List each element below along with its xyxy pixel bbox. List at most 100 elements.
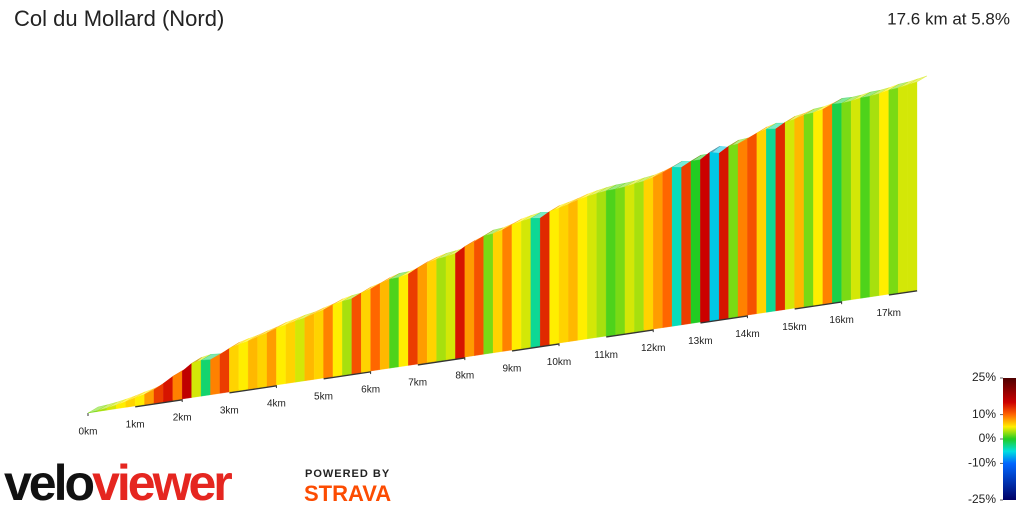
slice [558, 203, 569, 344]
slice [332, 301, 343, 377]
slice [408, 267, 418, 366]
slice [417, 262, 428, 365]
x-tick-label: 2km [173, 413, 192, 424]
slice [898, 84, 908, 293]
slice [596, 190, 607, 338]
slice [784, 119, 795, 310]
slice [266, 328, 277, 387]
powered-by: POWERED BY [305, 468, 390, 480]
slice [690, 159, 701, 324]
slice [841, 100, 852, 302]
slice [323, 304, 334, 379]
slice [200, 359, 211, 397]
slice [879, 89, 889, 296]
slice [756, 128, 767, 314]
slice [191, 360, 202, 398]
slice [766, 128, 776, 313]
colorbar-label: 25% [972, 370, 996, 384]
slice [587, 193, 597, 340]
slice [389, 277, 400, 369]
slice [822, 104, 833, 305]
slice [850, 97, 861, 300]
x-tick-label: 1km [126, 420, 145, 431]
x-tick-label: 10km [547, 357, 571, 368]
slice [653, 172, 663, 330]
slice [832, 103, 842, 303]
x-tick-label: 17km [877, 308, 901, 319]
slice [247, 336, 258, 390]
slice [747, 132, 758, 316]
x-tick-label: 14km [735, 329, 759, 340]
slice [426, 259, 437, 363]
slice [313, 309, 324, 380]
slice [257, 332, 268, 389]
slice [342, 298, 352, 376]
slice [709, 152, 720, 321]
slice [671, 167, 682, 327]
slice [492, 229, 503, 354]
chart-subtitle: 17.6 km at 5.8% [887, 9, 1010, 28]
colorbar-bar [1003, 378, 1016, 500]
colorbar: 25% 10% 0% -10% -25% [968, 370, 1016, 506]
slice [860, 96, 871, 299]
slice [455, 246, 465, 359]
chart-title: Col du Mollard (Nord) [14, 6, 224, 31]
slice [361, 288, 371, 373]
slice [888, 87, 899, 295]
logo-viewer: viewer [92, 455, 232, 511]
slice [530, 218, 541, 348]
x-tick-label: 8km [455, 371, 474, 382]
x-tick-label: 12km [641, 343, 665, 354]
slice [445, 253, 456, 361]
slice [370, 283, 381, 372]
slice [624, 183, 635, 334]
slice [634, 181, 644, 333]
slice [549, 207, 560, 345]
slice [172, 371, 183, 401]
slice [285, 320, 296, 384]
slice [605, 188, 616, 337]
x-tick-label: 7km [408, 378, 427, 389]
slice [728, 143, 739, 319]
slice [803, 112, 814, 307]
x-tick-label: 11km [594, 350, 618, 361]
slice [540, 211, 550, 347]
slice [813, 109, 823, 306]
slice [700, 151, 710, 323]
slice [521, 218, 531, 349]
slice [163, 376, 173, 402]
x-tick-label: 9km [502, 364, 521, 375]
slice [511, 221, 522, 351]
slice [643, 177, 654, 331]
slice [869, 93, 880, 298]
slice [483, 233, 494, 355]
slice [615, 186, 626, 335]
slice [276, 324, 286, 386]
slice [436, 256, 447, 362]
slice [379, 279, 390, 370]
slice [464, 241, 475, 358]
slice-top [907, 75, 928, 86]
colorbar-label: 10% [972, 407, 996, 421]
x-tick-label: 3km [220, 406, 239, 417]
slice [502, 224, 513, 352]
x-tick-label: 5km [314, 392, 333, 403]
slice [398, 273, 409, 368]
x-tick-label: 0km [79, 427, 98, 438]
slice [351, 292, 362, 375]
logo: veloviewer [4, 455, 232, 511]
strava-logo: STRAVA [304, 481, 391, 506]
x-tick-label: 16km [829, 315, 853, 326]
slice [229, 344, 239, 393]
x-tick-label: 6km [361, 385, 380, 396]
slice [794, 114, 805, 309]
colorbar-label: -10% [968, 456, 996, 470]
slice [304, 313, 315, 382]
slice [474, 235, 484, 356]
slice [719, 145, 729, 320]
slice [737, 138, 748, 317]
slice [662, 166, 673, 328]
x-tick-label: 15km [782, 322, 806, 333]
slice [295, 317, 305, 383]
